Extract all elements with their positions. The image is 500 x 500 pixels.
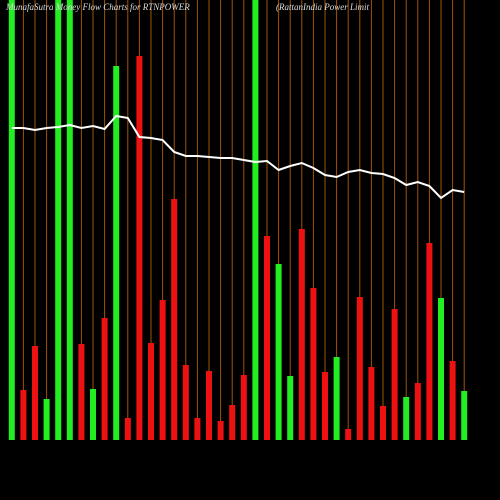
bar: [449, 361, 456, 440]
bar: [275, 264, 282, 440]
bar: [380, 406, 386, 440]
bar: [264, 236, 270, 440]
bar: [240, 375, 247, 440]
bar: [182, 365, 189, 440]
bar: [66, 0, 73, 440]
bar: [20, 390, 27, 440]
bar: [136, 56, 143, 440]
bar: [217, 421, 224, 440]
bar: [322, 372, 328, 440]
bar: [287, 376, 294, 440]
bar: [90, 389, 96, 440]
bar: [194, 418, 201, 440]
bar: [310, 288, 317, 440]
bar: [426, 243, 433, 440]
bar: [298, 229, 305, 440]
bar: [438, 298, 444, 440]
bar: [124, 418, 131, 440]
bar: [345, 429, 352, 440]
bar: [113, 66, 120, 440]
bar: [229, 405, 236, 440]
bar: [252, 0, 259, 440]
bar: [171, 199, 178, 440]
bar: [32, 346, 38, 440]
bar: [55, 0, 62, 440]
chart-title: MunafaSutra Money Flow Charts for RTNPOW…: [5, 2, 190, 12]
price-line: [11, 114, 465, 200]
bar: [43, 399, 50, 440]
bar: [159, 300, 166, 440]
bar: [206, 371, 212, 440]
bar: [461, 391, 468, 440]
bar: [101, 318, 108, 440]
bar: [391, 309, 398, 440]
bar: [403, 397, 410, 440]
chart-subtitle: (RattanIndia Power Limit: [276, 2, 369, 12]
bar: [8, 0, 15, 440]
bar: [414, 383, 421, 440]
bar: [148, 343, 154, 440]
bar: [356, 297, 363, 440]
bar: [333, 357, 340, 440]
bar: [368, 367, 375, 440]
bar: [78, 344, 85, 440]
